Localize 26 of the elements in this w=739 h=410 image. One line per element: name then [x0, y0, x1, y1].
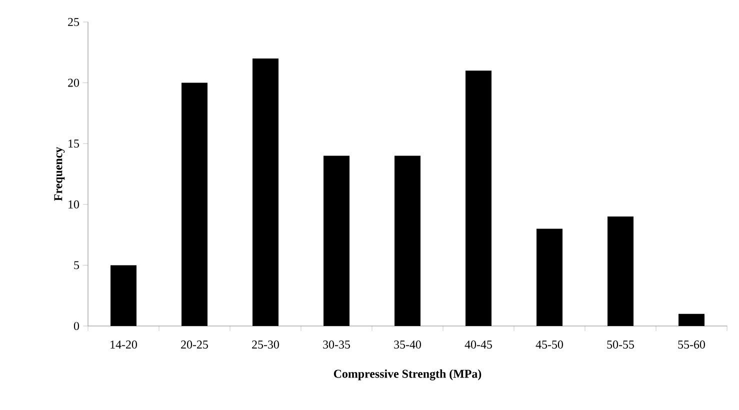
y-tick-label: 20 — [68, 78, 80, 87]
x-tick-label: 50-55 — [607, 340, 634, 349]
x-tick-label: 45-50 — [536, 340, 563, 349]
bar — [466, 70, 492, 326]
bar — [678, 314, 705, 326]
y-tick-label: 5 — [74, 261, 80, 270]
y-tick-label: 10 — [68, 200, 80, 208]
bar — [536, 228, 563, 326]
bar — [252, 58, 279, 326]
x-tick-label: 30-35 — [323, 340, 350, 349]
y-axis-title: Frequency — [54, 146, 65, 201]
x-tick-label: 25-30 — [252, 340, 279, 349]
bar — [182, 82, 208, 326]
y-tick-label: 0 — [74, 322, 80, 330]
bar — [608, 216, 634, 326]
bar — [394, 156, 421, 326]
x-axis-title: Compressive Strength (MPa) — [334, 369, 482, 380]
x-tick-label: 40-45 — [464, 340, 492, 349]
y-tick-label: 15 — [68, 140, 80, 148]
x-tick-label: 20-25 — [181, 340, 208, 349]
x-tick-label: 35-40 — [394, 340, 421, 349]
x-tick-label: 14-20 — [110, 340, 137, 349]
y-tick-label: 25 — [68, 18, 80, 26]
bar — [324, 156, 350, 326]
bar — [110, 265, 136, 326]
x-tick-label: 55-60 — [678, 340, 705, 349]
